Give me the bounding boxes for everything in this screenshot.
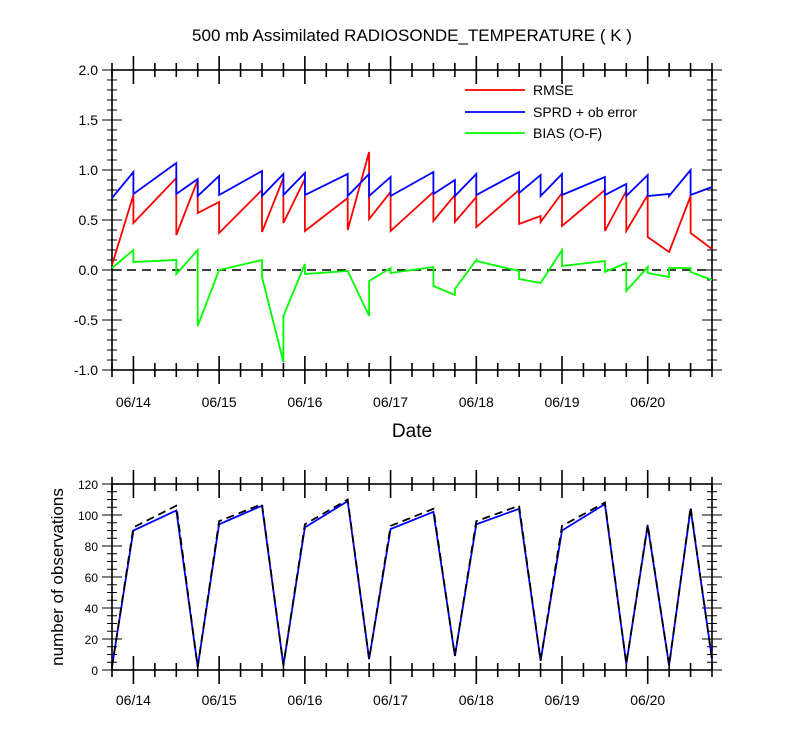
legend-label-sprd: SPRD + ob error	[533, 104, 637, 120]
y-tick-label: 40	[85, 602, 99, 616]
y-tick-label: 2.0	[79, 62, 99, 78]
x-tick-label: 06/16	[287, 692, 322, 708]
y-tick-label: 0.0	[79, 262, 99, 278]
x-tick-label: 06/19	[544, 394, 579, 410]
x-tick-label: 06/15	[202, 394, 237, 410]
legend-item-rmse: RMSE	[465, 82, 573, 98]
legend-label-bias: BIAS (O-F)	[533, 125, 602, 141]
x-tick-label: 06/20	[630, 692, 665, 708]
y-tick-label: 0	[91, 664, 98, 678]
series-line-sprd-ob-error	[111, 161, 713, 199]
y-tick-label: 1.0	[79, 162, 99, 178]
x-tick-label: 06/20	[630, 394, 665, 410]
x-tick-label: 06/16	[287, 394, 322, 410]
x-tick-label: 06/14	[116, 394, 151, 410]
y-tick-label: 20	[85, 633, 99, 647]
x-tick-label: 06/17	[373, 692, 408, 708]
y-tick-label: -0.5	[74, 312, 98, 328]
x-tick-label: 06/18	[459, 394, 494, 410]
series-line-observations-black-dashed	[111, 498, 713, 668]
y-tick-label: 60	[85, 571, 99, 585]
x-tick-label: 06/17	[373, 394, 408, 410]
legend-item-sprd: SPRD + ob error	[465, 104, 637, 120]
legend-item-bias: BIAS (O-F)	[465, 125, 602, 141]
y-tick-label: -1.0	[74, 362, 98, 378]
y-tick-label: 0.5	[79, 212, 99, 228]
legend-label-rmse: RMSE	[533, 82, 573, 98]
bottom-plot-area: 120 100 80 60 40 20 0 06/14 06/15 06/16 06/17 06/18…	[78, 470, 722, 708]
y-tick-label: 1.5	[79, 112, 99, 128]
x-axis-label: Date	[392, 421, 432, 442]
series-line-rmse	[111, 151, 713, 266]
y-tick-label: 120	[78, 478, 98, 492]
x-tick-label: 06/14	[116, 692, 151, 708]
top-plot-area: 2.0 1.5 1.0 0.5 0.0 -0.5 -1.0 06/14 06/15 06/16 06…	[74, 56, 722, 410]
y-tick-label: 100	[78, 509, 98, 523]
series-line-bias-o-f	[111, 246, 713, 363]
x-tick-label: 06/15	[202, 692, 237, 708]
y-axis-label: number of observations	[48, 488, 67, 666]
x-tick-label: 06/18	[459, 692, 494, 708]
bottom-chart: 120 100 80 60 40 20 0 06/14 06/15 06/16 06/17 06/18…	[48, 470, 722, 708]
chart-title: 500 mb Assimilated RADIOSONDE_TEMPERATUR…	[192, 26, 632, 45]
x-tick-label: 06/19	[544, 692, 579, 708]
legend: RMSE SPRD + ob error BIAS (O-F)	[465, 82, 637, 141]
top-chart: 500 mb Assimilated RADIOSONDE_TEMPERATUR…	[74, 26, 722, 442]
y-tick-label: 80	[85, 540, 99, 554]
